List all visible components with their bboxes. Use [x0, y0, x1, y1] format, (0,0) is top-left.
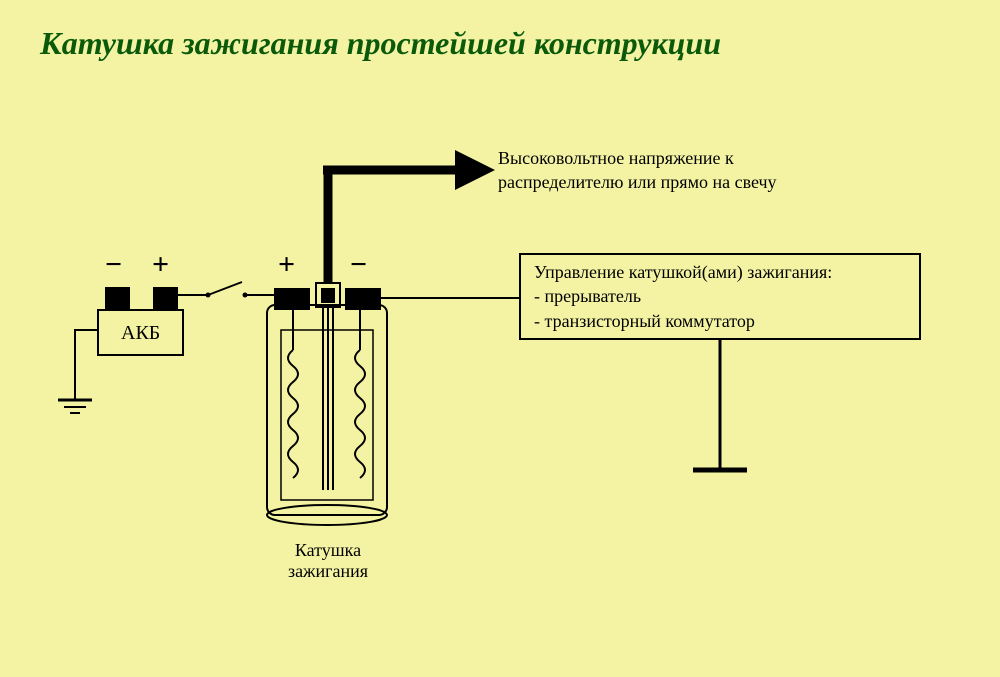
- switch-node-left: [206, 293, 211, 298]
- coil-terminal-minus: [345, 288, 381, 310]
- battery-ground-wire: [75, 330, 98, 400]
- coil-terminal-center-inner: [321, 288, 335, 303]
- switch-node-right: [243, 293, 248, 298]
- control-line1: Управление катушкой(ами) зажигания:: [534, 262, 832, 282]
- battery-minus-sign: −: [105, 248, 122, 282]
- hv-arrow-icon: [455, 150, 495, 190]
- hv-output-label: Высоковольтное напряжение к распределите…: [498, 146, 777, 195]
- control-box-text: Управление катушкой(ами) зажигания: - пр…: [534, 260, 832, 333]
- switch-lever: [208, 282, 242, 295]
- battery-plus-sign: +: [152, 248, 169, 282]
- hv-label-line2: распределителю или прямо на свечу: [498, 172, 777, 192]
- control-line2: - прерыватель: [534, 286, 641, 306]
- battery-terminal-plus: [153, 287, 178, 310]
- battery-terminal-minus: [105, 287, 130, 310]
- coil-label-line2: зажигания: [288, 561, 368, 581]
- hv-label-line1: Высоковольтное напряжение к: [498, 148, 734, 168]
- control-line3: - транзисторный коммутатор: [534, 311, 755, 331]
- coil-terminal-plus: [274, 288, 310, 310]
- coil-primary-winding: [288, 350, 298, 478]
- coil-plus-sign: +: [278, 248, 295, 282]
- battery-label: АКБ: [121, 322, 160, 345]
- coil-secondary-winding: [355, 350, 365, 478]
- coil-minus-sign: −: [350, 248, 367, 282]
- coil-label-line1: Катушка: [295, 540, 361, 560]
- coil-label: Катушка зажигания: [283, 540, 373, 582]
